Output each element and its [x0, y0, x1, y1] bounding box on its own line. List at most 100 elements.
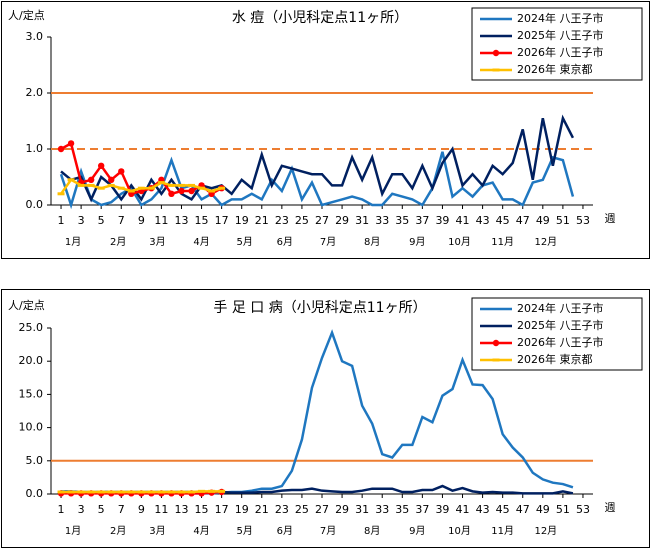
y-axis-label: 人/定点 [8, 298, 45, 312]
point [77, 183, 85, 187]
point [67, 178, 75, 182]
point [57, 192, 65, 196]
legend-label: 2026年 東京都 [517, 62, 593, 76]
x-tick-label: 5 [98, 503, 105, 516]
x-tick-label: 11 [154, 214, 168, 227]
x-tick-label: 27 [315, 214, 329, 227]
point [178, 187, 185, 195]
point [177, 183, 185, 187]
x-tick-label: 19 [235, 503, 249, 516]
x-tick-label: 51 [556, 503, 570, 516]
month-label: 11月 [491, 525, 514, 537]
point [107, 183, 115, 187]
point [208, 189, 216, 193]
x-tick-label: 23 [275, 214, 289, 227]
point [167, 183, 175, 187]
month-label: 8月 [364, 236, 380, 248]
month-label: 3月 [149, 236, 165, 248]
month-label: 6月 [277, 236, 293, 248]
point [118, 168, 125, 175]
x-tick-label: 19 [235, 214, 249, 227]
x-axis-label: 週 [605, 501, 616, 514]
month-label: 1月 [65, 525, 81, 537]
point [198, 489, 206, 493]
month-label: 12月 [534, 236, 557, 248]
point [188, 183, 196, 187]
x-tick-label: 35 [395, 503, 409, 516]
point [147, 186, 155, 190]
month-label: 9月 [409, 525, 425, 537]
y-tick-label: 15.0 [19, 387, 44, 400]
x-tick-label: 47 [516, 503, 530, 516]
point [117, 490, 125, 494]
x-tick-label: 33 [375, 214, 389, 227]
point [147, 490, 155, 494]
point [57, 145, 65, 153]
x-tick-label: 13 [174, 214, 188, 227]
point [208, 489, 216, 493]
x-tick-label: 3 [78, 214, 85, 227]
x-tick-label: 5 [98, 214, 105, 227]
point [167, 490, 175, 494]
legend-label: 2026年 東京都 [517, 352, 593, 366]
x-tick-label: 21 [255, 503, 269, 516]
x-tick-label: 17 [215, 503, 229, 516]
x-tick-label: 43 [476, 214, 490, 227]
y-tick-label: 5.0 [26, 454, 44, 467]
month-label: 5月 [237, 525, 253, 537]
point [67, 140, 75, 147]
point [97, 490, 105, 494]
month-label: 2月 [110, 236, 126, 248]
month-label: 4月 [193, 236, 209, 248]
month-label: 2月 [110, 525, 126, 537]
point [157, 181, 165, 185]
point [157, 490, 165, 494]
y-tick-label: 25.0 [19, 321, 44, 334]
x-tick-label: 51 [556, 214, 570, 227]
y-tick-label: 20.0 [19, 354, 44, 367]
x-tick-label: 7 [118, 214, 125, 227]
chart-frame [1, 289, 650, 548]
month-label: 8月 [364, 525, 380, 537]
x-tick-label: 53 [576, 214, 590, 227]
point [168, 190, 175, 197]
x-tick-label: 13 [174, 503, 188, 516]
month-label: 6月 [277, 525, 293, 537]
x-tick-label: 37 [415, 503, 429, 516]
legend-marker [492, 339, 500, 347]
x-tick-label: 31 [355, 214, 369, 227]
point [198, 186, 206, 190]
y-axis-label: 人/定点 [8, 8, 45, 22]
point [108, 176, 115, 183]
month-label: 10月 [448, 525, 471, 537]
x-tick-label: 23 [275, 503, 289, 516]
x-tick-label: 25 [295, 214, 309, 227]
x-tick-label: 45 [496, 214, 510, 227]
x-tick-label: 39 [435, 214, 449, 227]
x-tick-label: 9 [138, 214, 145, 227]
month-label: 12月 [534, 525, 557, 537]
point [87, 183, 95, 187]
x-tick-label: 41 [456, 503, 470, 516]
x-tick-label: 41 [456, 214, 470, 227]
month-label: 11月 [491, 236, 514, 248]
x-tick-label: 7 [118, 503, 125, 516]
x-tick-label: 25 [295, 503, 309, 516]
legend-label: 2024年 八王子市 [517, 301, 604, 315]
x-tick-label: 3 [78, 503, 85, 516]
x-tick-label: 35 [395, 214, 409, 227]
point [77, 490, 85, 494]
legend-marker [492, 49, 500, 57]
x-tick-label: 39 [435, 503, 449, 516]
month-label: 7月 [320, 525, 336, 537]
point [137, 490, 145, 494]
point [87, 176, 95, 183]
x-tick-label: 33 [375, 503, 389, 516]
x-tick-label: 37 [415, 214, 429, 227]
y-tick-label: 0.0 [26, 198, 44, 211]
legend-label: 2024年 八王子市 [517, 11, 604, 25]
point [127, 490, 135, 494]
point [107, 490, 115, 494]
legend-marker [492, 68, 500, 72]
